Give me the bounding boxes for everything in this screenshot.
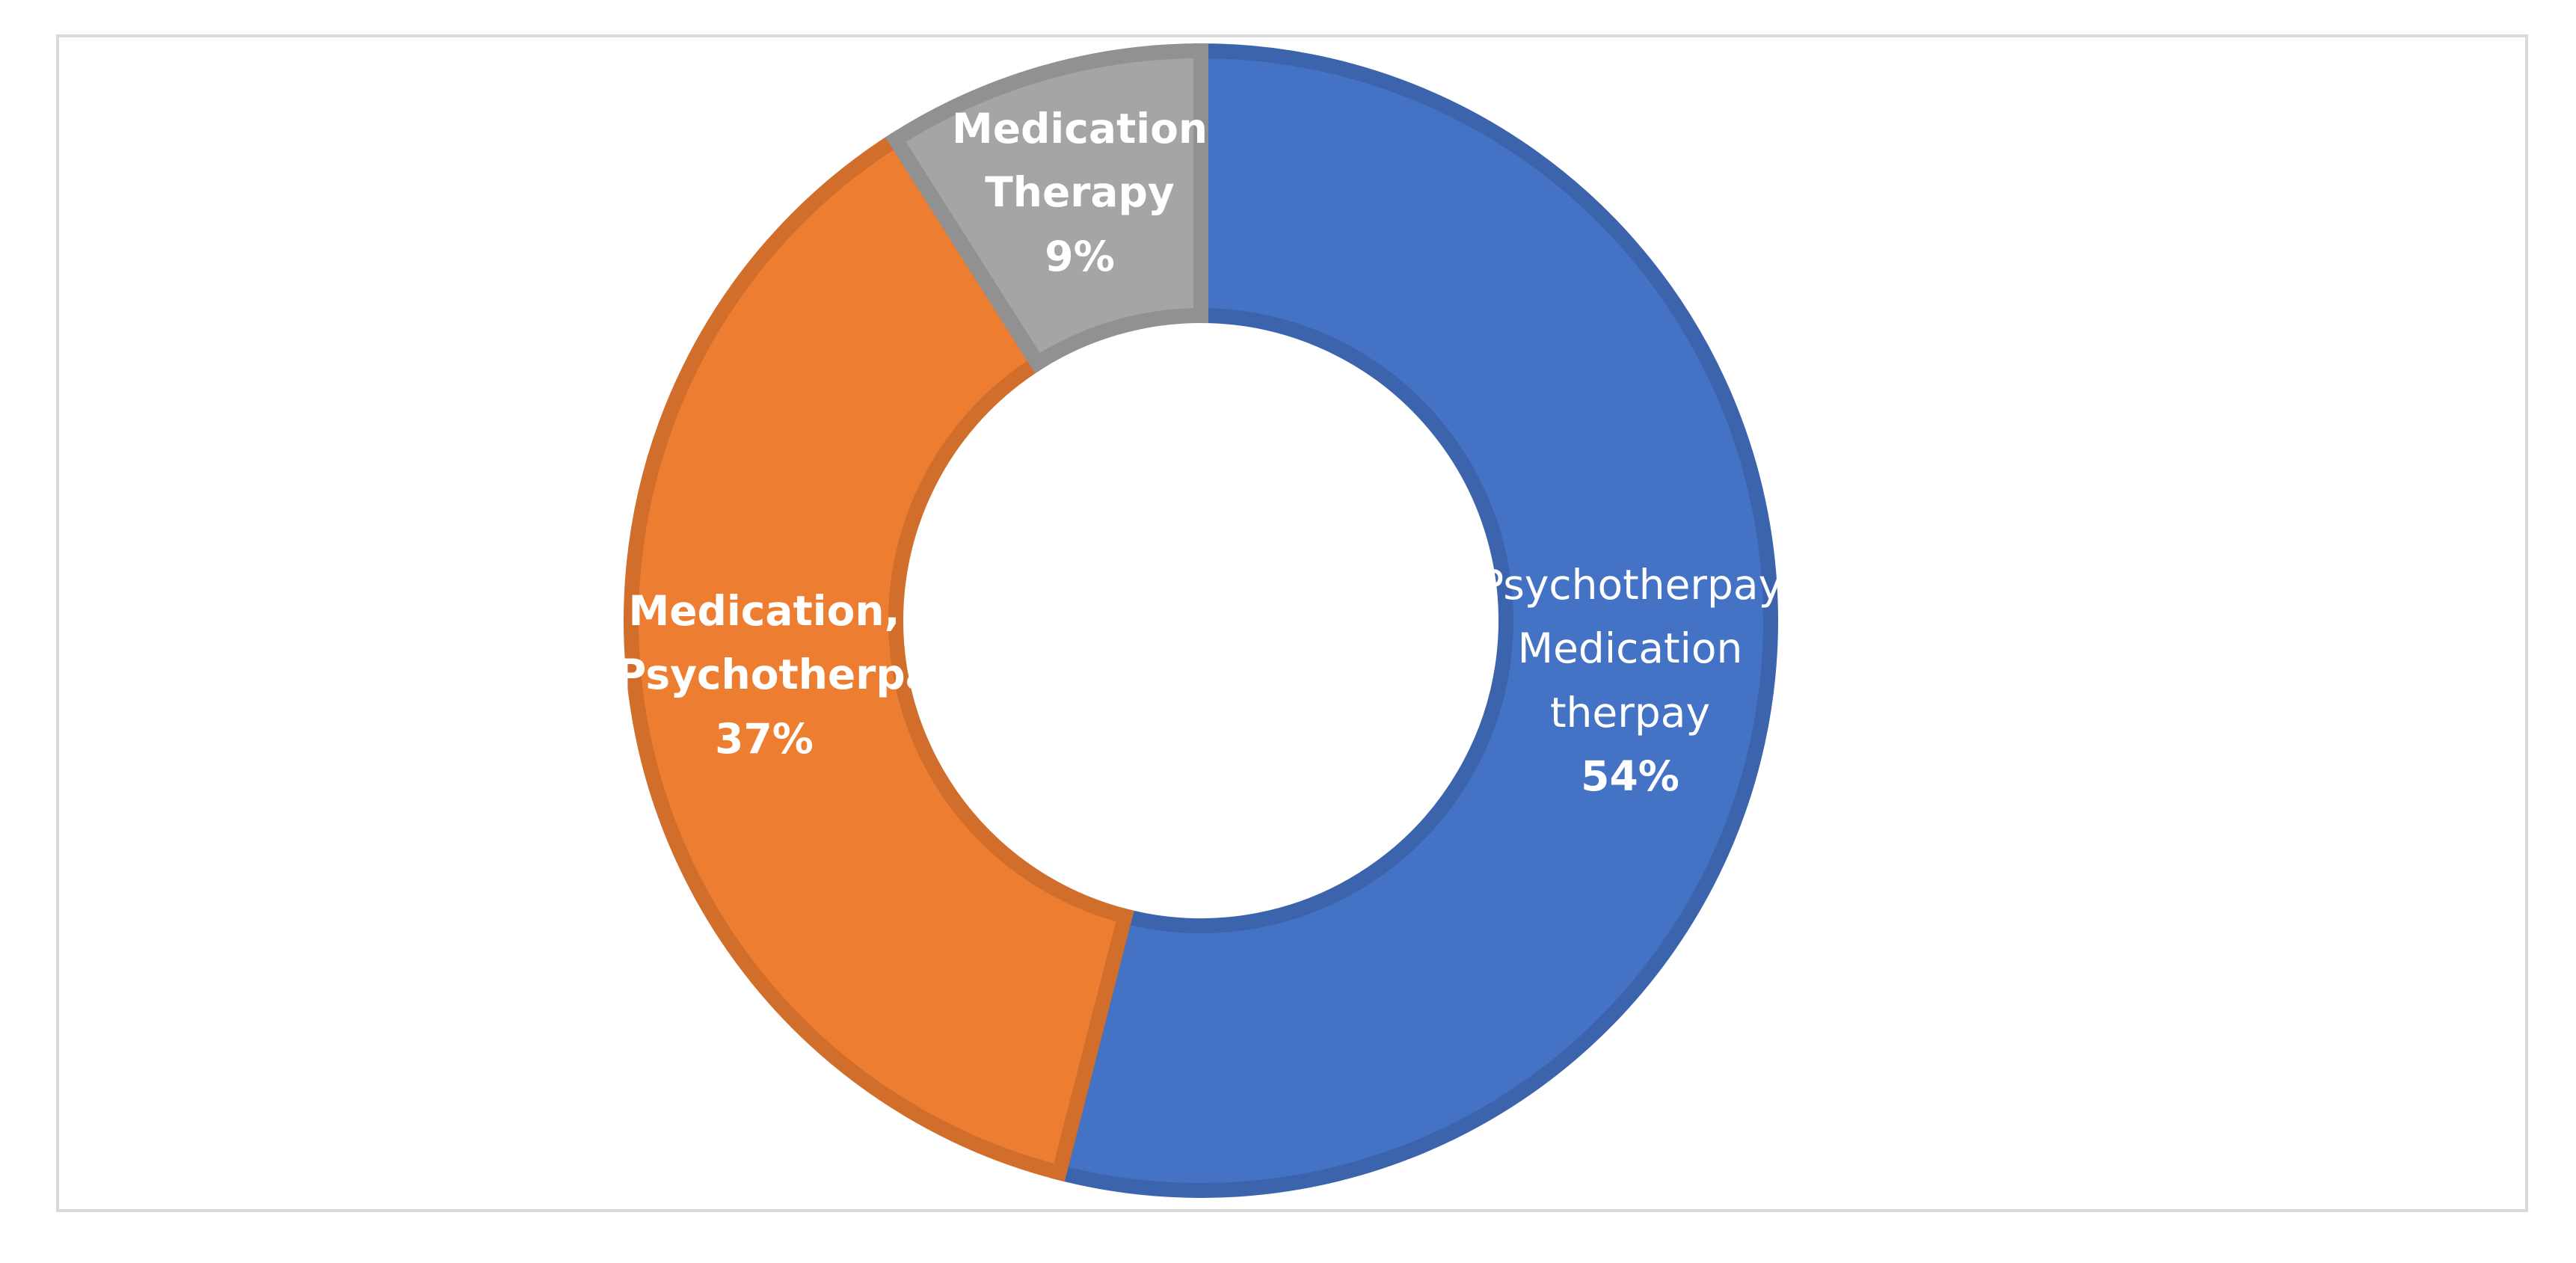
data-label: Medication Therapy 9% [944, 97, 1216, 314]
category-label: Medication, Psychotherpay, [616, 587, 912, 699]
data-label-box: Medication Therapy 9% [944, 97, 1216, 314]
value-label: 54% [1581, 752, 1679, 800]
data-label: Medication, Psychotherpay, 37% [616, 580, 912, 804]
donut-segment [1050, 43, 1778, 1198]
value-label: 9% [1045, 232, 1115, 280]
donut-segment [624, 129, 1134, 1182]
data-label-box: Medication, Psychotherpay, 37% [616, 580, 912, 804]
value-label: 37% [715, 714, 814, 763]
donut-segment [885, 43, 1208, 374]
category-label: Medication Therapy [951, 105, 1208, 217]
category-label: Psychotherpay, Medication therpay [1479, 561, 1781, 737]
data-label: Psychotherpay, Medication therpay 54% [1479, 553, 1781, 800]
data-label-box: Psychotherpay, Medication therpay 54% [1479, 553, 1781, 800]
